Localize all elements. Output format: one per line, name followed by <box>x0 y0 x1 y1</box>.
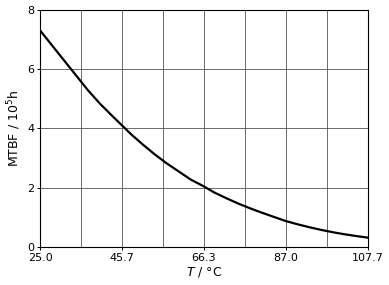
Y-axis label: MTBF / 10$^5$h: MTBF / 10$^5$h <box>5 90 23 167</box>
X-axis label: $T$ / °C: $T$ / °C <box>186 265 222 280</box>
